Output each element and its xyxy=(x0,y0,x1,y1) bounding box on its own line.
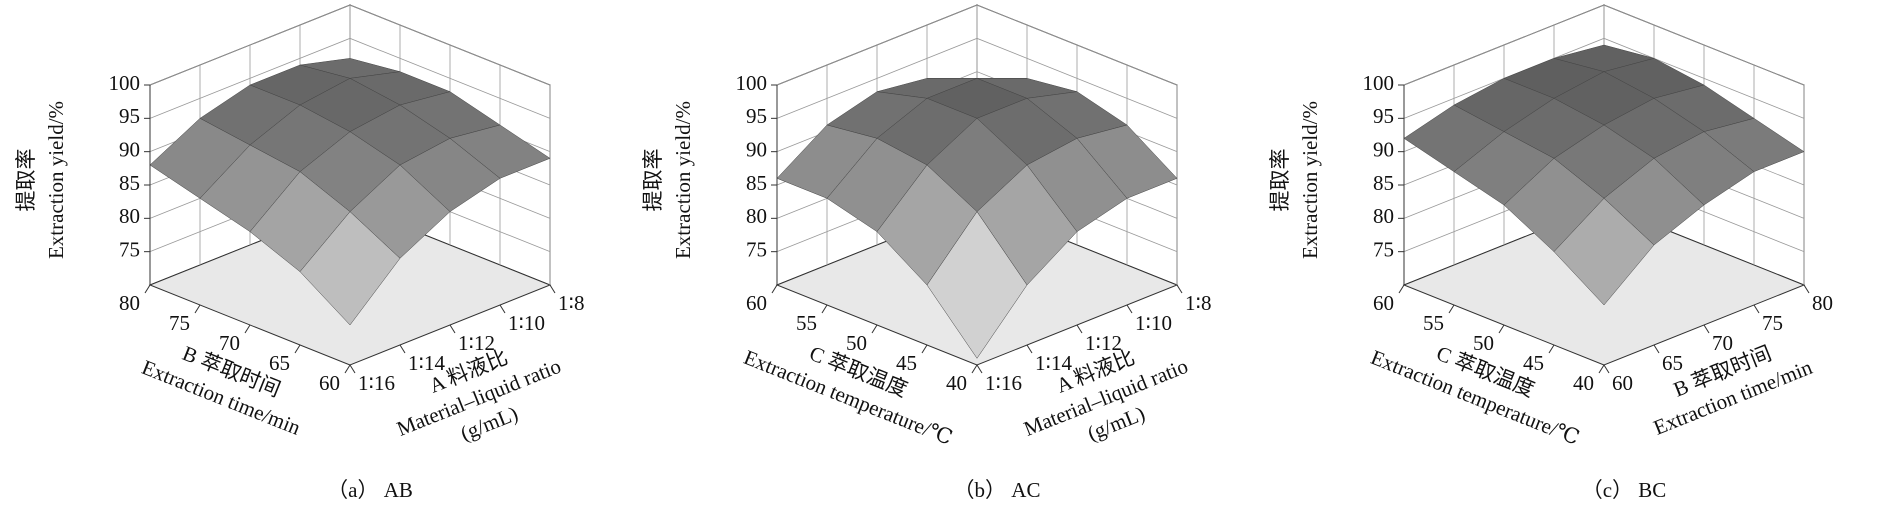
y-tick xyxy=(976,364,983,374)
x-tick xyxy=(344,364,351,374)
z-tick-label: 85 xyxy=(746,171,767,195)
z-tick-label: 90 xyxy=(746,137,767,161)
y-tick-label: 1∶16 xyxy=(358,371,395,395)
z-tick-label: 95 xyxy=(1373,104,1394,128)
caption: （b） AC xyxy=(954,478,1041,502)
x-tick xyxy=(144,284,151,294)
z-tick-label: 95 xyxy=(746,104,767,128)
y-tick-label: 1∶12 xyxy=(1085,331,1122,355)
z-axis-title: Extraction yield/% xyxy=(1298,101,1322,259)
y-tick-label: 1∶8 xyxy=(558,291,584,315)
y-tick xyxy=(1653,344,1660,354)
x-tick xyxy=(1448,304,1455,314)
x-tick xyxy=(921,344,928,354)
x-tick xyxy=(771,284,778,294)
z-tick-label: 75 xyxy=(746,237,767,261)
y-tick xyxy=(1126,304,1133,314)
x-tick-label: 60 xyxy=(1373,291,1394,315)
y-tick xyxy=(1176,284,1183,294)
y-tick xyxy=(399,344,406,354)
x-tick xyxy=(1598,364,1605,374)
y-tick xyxy=(1603,364,1610,374)
y-tick-label: 1∶8 xyxy=(1185,291,1211,315)
y-tick-label: 80 xyxy=(1812,291,1833,315)
x-tick-label: 40 xyxy=(1573,371,1594,395)
y-tick-label: 70 xyxy=(1712,331,1733,355)
y-tick xyxy=(1803,284,1810,294)
y-tick xyxy=(1076,324,1083,334)
panel: 75 80 85 90 95 100 60 65 70 75 80 1∶16 1∶14 1∶12 1∶10 1… xyxy=(14,4,584,502)
surface-cell xyxy=(1553,197,1655,306)
y-tick xyxy=(1753,304,1760,314)
x-tick-label: 80 xyxy=(119,291,140,315)
x-tick-label: 50 xyxy=(1473,331,1494,355)
z-tick-label: 95 xyxy=(119,104,140,128)
x-tick xyxy=(1548,344,1555,354)
caption: （c） BC xyxy=(1582,478,1667,502)
z-tick-label: 80 xyxy=(119,204,140,228)
y-tick-label: 75 xyxy=(1762,311,1783,335)
x-tick xyxy=(244,324,251,334)
z-tick-label: 85 xyxy=(1373,171,1394,195)
y-tick-label: 60 xyxy=(1612,371,1633,395)
y-tick-label: 1∶10 xyxy=(1135,311,1172,335)
x-tick-label: 45 xyxy=(1523,351,1544,375)
y-tick xyxy=(1703,324,1710,334)
z-tick-label: 85 xyxy=(119,171,140,195)
y-tick-label: 1∶10 xyxy=(508,311,545,335)
y-tick xyxy=(349,364,356,374)
y-tick-label: 1∶14 xyxy=(1035,351,1072,375)
z-tick-label: 90 xyxy=(119,137,140,161)
x-tick xyxy=(871,324,878,334)
caption: （a） AB xyxy=(327,478,413,502)
z-tick-label: 80 xyxy=(1373,204,1394,228)
y-tick-label: 1∶14 xyxy=(408,351,445,375)
x-tick xyxy=(294,344,301,354)
z-tick-label: 90 xyxy=(1373,137,1394,161)
z-tick-label: 100 xyxy=(1363,71,1395,95)
x-tick-label: 60 xyxy=(319,371,340,395)
y-tick-label: 1∶16 xyxy=(985,371,1022,395)
z-tick-label: 75 xyxy=(119,237,140,261)
y-tick xyxy=(1026,344,1033,354)
x-tick-label: 45 xyxy=(896,351,917,375)
x-tick-label: 55 xyxy=(796,311,817,335)
surface-cell xyxy=(926,211,1028,359)
x-tick-label: 70 xyxy=(219,331,240,355)
x-tick-label: 60 xyxy=(746,291,767,315)
y-tick xyxy=(449,324,456,334)
panel: 75 80 85 90 95 100 40 45 50 55 60 60 65 70 75 80 提取率 Extr… xyxy=(1268,4,1833,502)
x-tick xyxy=(1498,324,1505,334)
surface-cell xyxy=(299,211,401,326)
z-tick-label: 80 xyxy=(746,204,767,228)
x-tick xyxy=(194,304,201,314)
z-axis-title: Extraction yield/% xyxy=(671,101,695,259)
x-tick-label: 40 xyxy=(946,371,967,395)
z-axis-title: 提取率 xyxy=(1268,149,1292,212)
x-tick-label: 75 xyxy=(169,311,190,335)
y-tick-label: 65 xyxy=(1662,351,1683,375)
x-tick xyxy=(971,364,978,374)
x-tick-label: 65 xyxy=(269,351,290,375)
z-tick-label: 75 xyxy=(1373,237,1394,261)
z-axis-title: 提取率 xyxy=(14,149,38,212)
z-axis-title: 提取率 xyxy=(641,149,665,212)
panel: 75 80 85 90 95 100 40 45 50 55 60 1∶16 1∶14 1∶12 1∶10 1… xyxy=(641,4,1211,502)
z-tick-label: 100 xyxy=(109,71,141,95)
y-tick xyxy=(549,284,556,294)
x-tick-label: 55 xyxy=(1423,311,1444,335)
z-axis-title: Extraction yield/% xyxy=(44,101,68,259)
z-tick-label: 100 xyxy=(736,71,768,95)
x-tick-label: 50 xyxy=(846,331,867,355)
y-tick xyxy=(499,304,506,314)
y-tick-label: 1∶12 xyxy=(458,331,495,355)
x-tick xyxy=(1398,284,1405,294)
x-tick xyxy=(821,304,828,314)
